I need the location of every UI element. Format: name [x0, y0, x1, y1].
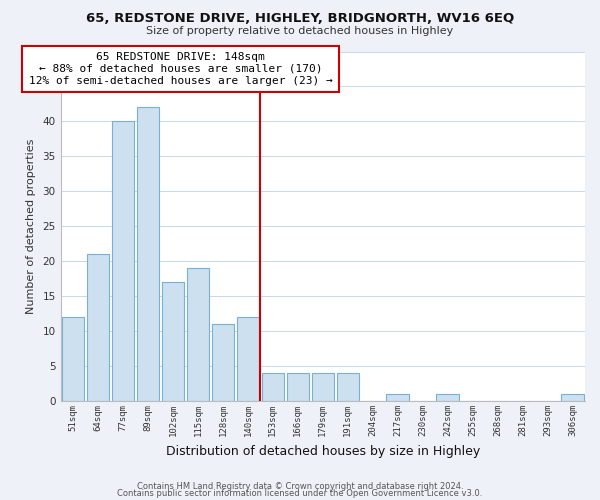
Bar — [436, 394, 459, 401]
Bar — [212, 324, 234, 401]
Bar — [62, 317, 85, 401]
X-axis label: Distribution of detached houses by size in Highley: Distribution of detached houses by size … — [166, 444, 480, 458]
Bar — [87, 254, 109, 401]
Bar — [287, 373, 309, 401]
Text: 65, REDSTONE DRIVE, HIGHLEY, BRIDGNORTH, WV16 6EQ: 65, REDSTONE DRIVE, HIGHLEY, BRIDGNORTH,… — [86, 12, 514, 26]
Bar — [137, 108, 159, 401]
Bar — [386, 394, 409, 401]
Bar — [162, 282, 184, 401]
Bar — [262, 373, 284, 401]
Bar — [311, 373, 334, 401]
Text: Contains public sector information licensed under the Open Government Licence v3: Contains public sector information licen… — [118, 489, 482, 498]
Text: Size of property relative to detached houses in Highley: Size of property relative to detached ho… — [146, 26, 454, 36]
Bar — [187, 268, 209, 401]
Text: Contains HM Land Registry data © Crown copyright and database right 2024.: Contains HM Land Registry data © Crown c… — [137, 482, 463, 491]
Text: 65 REDSTONE DRIVE: 148sqm
← 88% of detached houses are smaller (170)
12% of semi: 65 REDSTONE DRIVE: 148sqm ← 88% of detac… — [29, 52, 332, 86]
Bar — [561, 394, 584, 401]
Bar — [337, 373, 359, 401]
Bar — [236, 317, 259, 401]
Y-axis label: Number of detached properties: Number of detached properties — [26, 138, 35, 314]
Bar — [112, 122, 134, 401]
